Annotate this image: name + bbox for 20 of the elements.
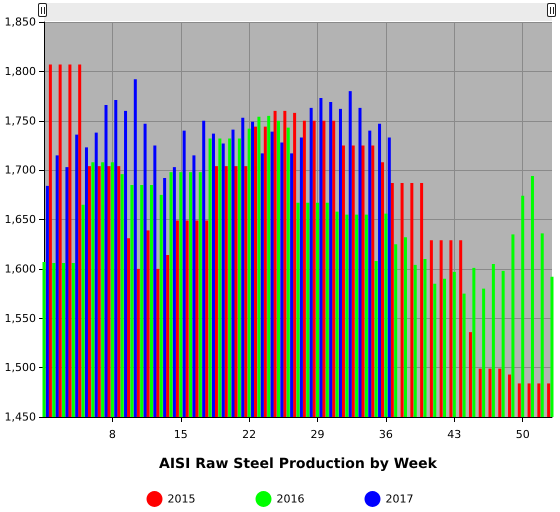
- y-tick-label: 1,600: [4, 262, 36, 276]
- y-tick-label: 1,750: [4, 114, 36, 128]
- y-tick-label: 1,700: [4, 164, 36, 177]
- x-tick-label: 50: [516, 428, 530, 441]
- legend-label: 2015: [168, 492, 196, 506]
- x-axis-title: AISI Raw Steel Production by Week: [159, 456, 438, 472]
- x-tick-label: 36: [378, 428, 393, 441]
- y-tick-label: 1,550: [4, 312, 36, 325]
- x-tick-label: 15: [174, 428, 188, 441]
- legend-label: 2017: [385, 492, 414, 506]
- y-tick-label: 1,500: [4, 361, 36, 374]
- x-tick-label: 22: [242, 428, 256, 441]
- y-tick-label: 1,450: [4, 410, 36, 424]
- y-tick-label: 1,800: [4, 64, 36, 78]
- y-tick-label: 1,850: [4, 16, 36, 28]
- x-tick-label: 29: [310, 428, 325, 441]
- legend-label: 2016: [276, 492, 305, 506]
- y-tick-label: 1,650: [4, 213, 36, 226]
- x-tick-label: 8: [108, 428, 116, 441]
- x-tick-label: 43: [447, 428, 462, 441]
